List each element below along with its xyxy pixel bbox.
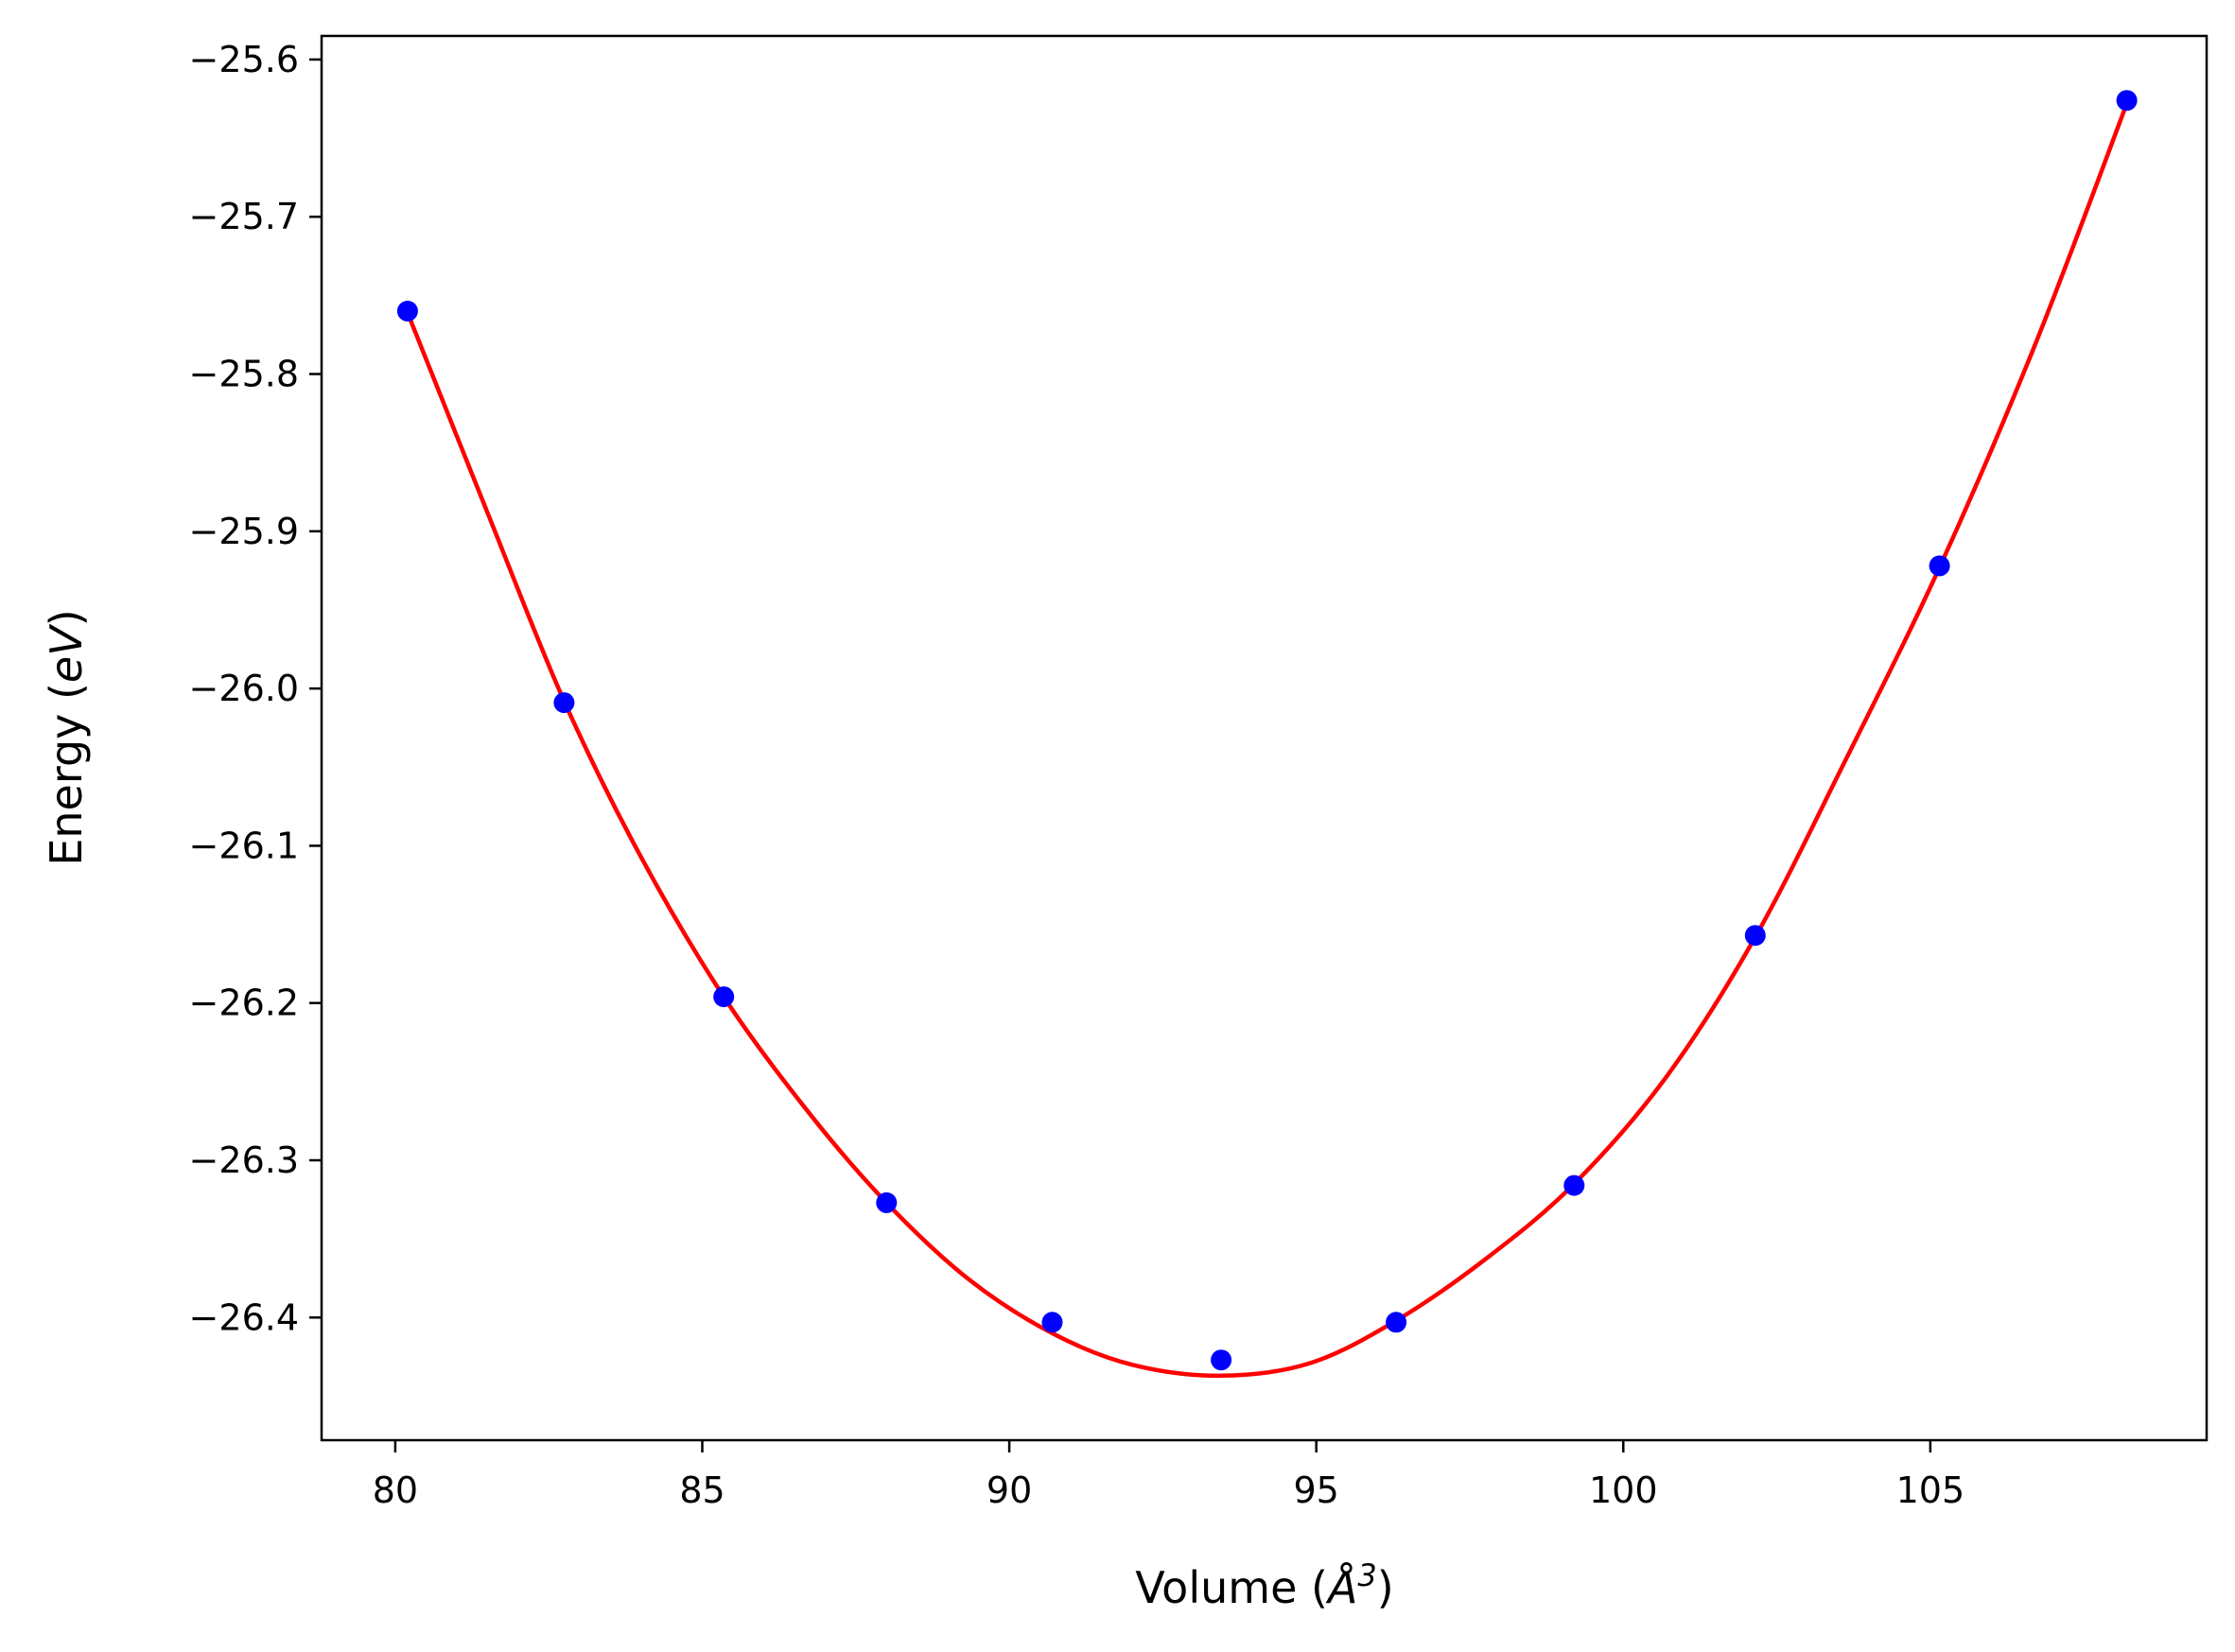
data-point (553, 692, 575, 714)
data-point (713, 986, 735, 1008)
fit-curve-layer (405, 102, 2129, 1379)
x-axis-ticks: 80 85 90 95 100 105 (373, 1440, 1964, 1511)
data-point (1041, 1312, 1063, 1333)
x-tick-label: 100 (1589, 1469, 1658, 1511)
x-tick-label: 105 (1896, 1469, 1965, 1511)
fit-curve (405, 102, 2129, 1379)
data-point (1744, 925, 1766, 947)
plot-area (322, 36, 2207, 1440)
x-tick-label: 95 (1294, 1469, 1339, 1511)
x-axis-label-symbol: Å (1325, 1562, 1357, 1613)
data-point (396, 301, 418, 322)
x-axis-label: Volume (Å3) (1135, 1557, 1393, 1613)
y-tick-label: −26.1 (189, 825, 299, 866)
data-points-layer (396, 90, 2138, 1371)
data-point (2116, 90, 2138, 112)
data-point (1929, 555, 1950, 577)
data-point (876, 1191, 898, 1213)
y-tick-label: −25.8 (189, 354, 299, 395)
plot-frame (320, 34, 2209, 1442)
x-tick-label: 85 (679, 1469, 725, 1511)
y-tick-label: −26.3 (189, 1139, 299, 1181)
data-point (1211, 1349, 1232, 1371)
data-point (1563, 1174, 1585, 1196)
x-axis-label-exponent: 3 (1357, 1557, 1376, 1593)
y-tick-label: −25.7 (189, 196, 299, 237)
y-tick-label: −25.9 (189, 511, 299, 552)
x-tick-label: 90 (987, 1469, 1032, 1511)
y-tick-label: −26.4 (189, 1296, 299, 1338)
data-point (1386, 1312, 1407, 1333)
y-tick-label: −25.6 (189, 39, 299, 80)
x-tick-label: 80 (373, 1469, 418, 1511)
y-tick-label: −26.0 (189, 668, 299, 709)
y-axis-label: Energy (eV) (41, 609, 92, 865)
y-axis-label-unit: eV (41, 623, 92, 683)
y-tick-label: −26.2 (189, 983, 299, 1024)
y-axis-ticks: −25.6 −25.7 −25.8 −25.9 −26.0 −26.1 −26.2 −26.3… (189, 39, 322, 1338)
